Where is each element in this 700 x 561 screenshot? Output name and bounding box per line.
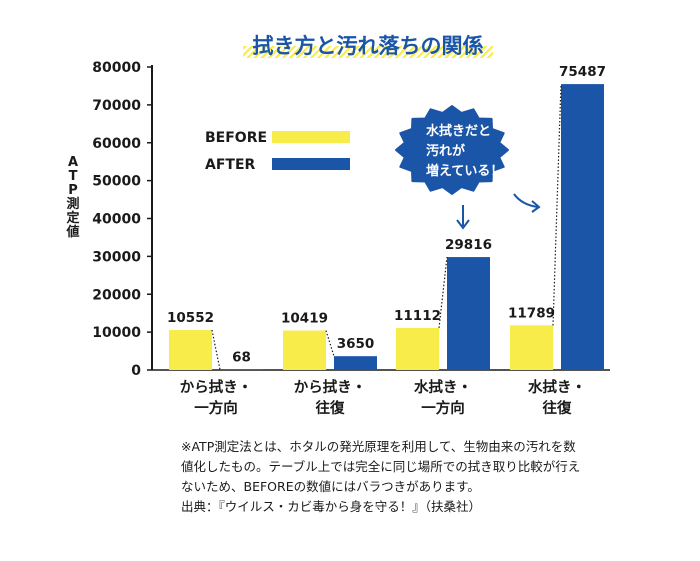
chart-title: 拭き方と汚れ落ちの関係 <box>253 34 484 58</box>
footnote: ※ATP測定法とは、ホタルの発光原理を利用して、生物由来の汚れを数 値化したもの… <box>181 437 681 517</box>
arrow-right-head-icon <box>531 200 541 213</box>
category-label: から拭き・ <box>180 378 253 396</box>
title-underline <box>243 46 493 58</box>
chart-title-group: 拭き方と汚れ落ちの関係 <box>243 34 493 58</box>
category-label: 往復 <box>543 399 572 417</box>
value-label-after: 68 <box>232 350 251 366</box>
value-label-before: 11789 <box>508 305 555 321</box>
arrow-right-icon <box>513 193 539 208</box>
connector-line <box>325 330 335 357</box>
footnote-line: ないため、BEFOREの数値にはバラつきがあります。 <box>181 479 480 494</box>
y-tick-label: 70000 <box>92 98 141 114</box>
legend: BEFORE AFTER <box>205 130 350 173</box>
connector-line <box>211 329 221 370</box>
value-label-after: 3650 <box>337 336 375 352</box>
bar-before <box>283 330 326 370</box>
bar-before <box>510 325 553 370</box>
category-label: 一方向 <box>194 399 238 417</box>
bar-chart: 拭き方と汚れ落ちの関係 80000 70000 60000 50000 40000 300… <box>65 34 610 417</box>
annotation-text: 水拭きだと <box>426 123 491 139</box>
y-tick-label: 50000 <box>92 174 141 190</box>
category-label: 水拭き・ <box>528 378 586 396</box>
category-label: 一方向 <box>421 399 465 417</box>
y-tick-label: 0 <box>131 363 141 379</box>
value-label-before: 10552 <box>167 310 214 326</box>
annotation-text: 汚れが <box>426 143 465 159</box>
value-label-before: 10419 <box>281 311 328 327</box>
bar-before <box>396 327 439 370</box>
bar-after <box>334 356 377 370</box>
connector-line <box>552 84 562 326</box>
bar-after <box>447 257 490 370</box>
value-label-after: 29816 <box>445 237 492 253</box>
y-tick-label: 80000 <box>92 60 141 76</box>
y-tick-label: 10000 <box>92 325 141 341</box>
arrow-down-head-icon <box>456 219 470 230</box>
y-axis-label-char: T <box>69 169 78 184</box>
y-tick-label: 40000 <box>92 212 141 228</box>
footnote-source: 出典：『ウイルス・カビ毒から身を守る！』（扶桑社） <box>181 499 482 514</box>
legend-swatch <box>272 131 350 143</box>
bar-after <box>561 84 604 370</box>
legend-label: BEFORE <box>205 130 267 146</box>
y-axis-label-char: 定 <box>65 210 79 226</box>
value-label-before: 11112 <box>394 308 441 324</box>
connector-line <box>438 257 448 328</box>
legend-label: AFTER <box>205 157 256 173</box>
axes: 80000 70000 60000 50000 40000 30000 20000 10000… <box>65 60 610 379</box>
y-axis-label-char: 値 <box>65 224 79 240</box>
category-label: 往復 <box>316 399 345 417</box>
footnote-line: ※ATP測定法とは、ホタルの発光原理を利用して、生物由来の汚れを数 <box>181 439 576 454</box>
y-axis-label-char: P <box>68 183 78 198</box>
category-label: 水拭き・ <box>414 378 472 396</box>
value-label-after: 75487 <box>559 64 606 80</box>
annotation-text: 増えている！ <box>426 163 503 179</box>
y-tick-label: 60000 <box>92 136 141 152</box>
annotation-bubble <box>395 105 509 195</box>
y-tick-label: 20000 <box>92 287 141 303</box>
y-axis-label-char: A <box>68 155 78 170</box>
category-label: から拭き・ <box>294 378 367 396</box>
y-tick-label: 30000 <box>92 249 141 265</box>
legend-swatch <box>272 158 350 170</box>
footnote-line: 値化したもの。テーブル上では完全に同じ場所での拭き取り比較が行え <box>181 459 581 474</box>
labels: 10552 68 から拭き・一方向 10419 3650 から拭き・往復 11112 2981… <box>167 64 606 417</box>
bar-before <box>169 330 212 370</box>
bars <box>169 84 604 370</box>
y-axis-label-char: 測 <box>66 196 79 212</box>
